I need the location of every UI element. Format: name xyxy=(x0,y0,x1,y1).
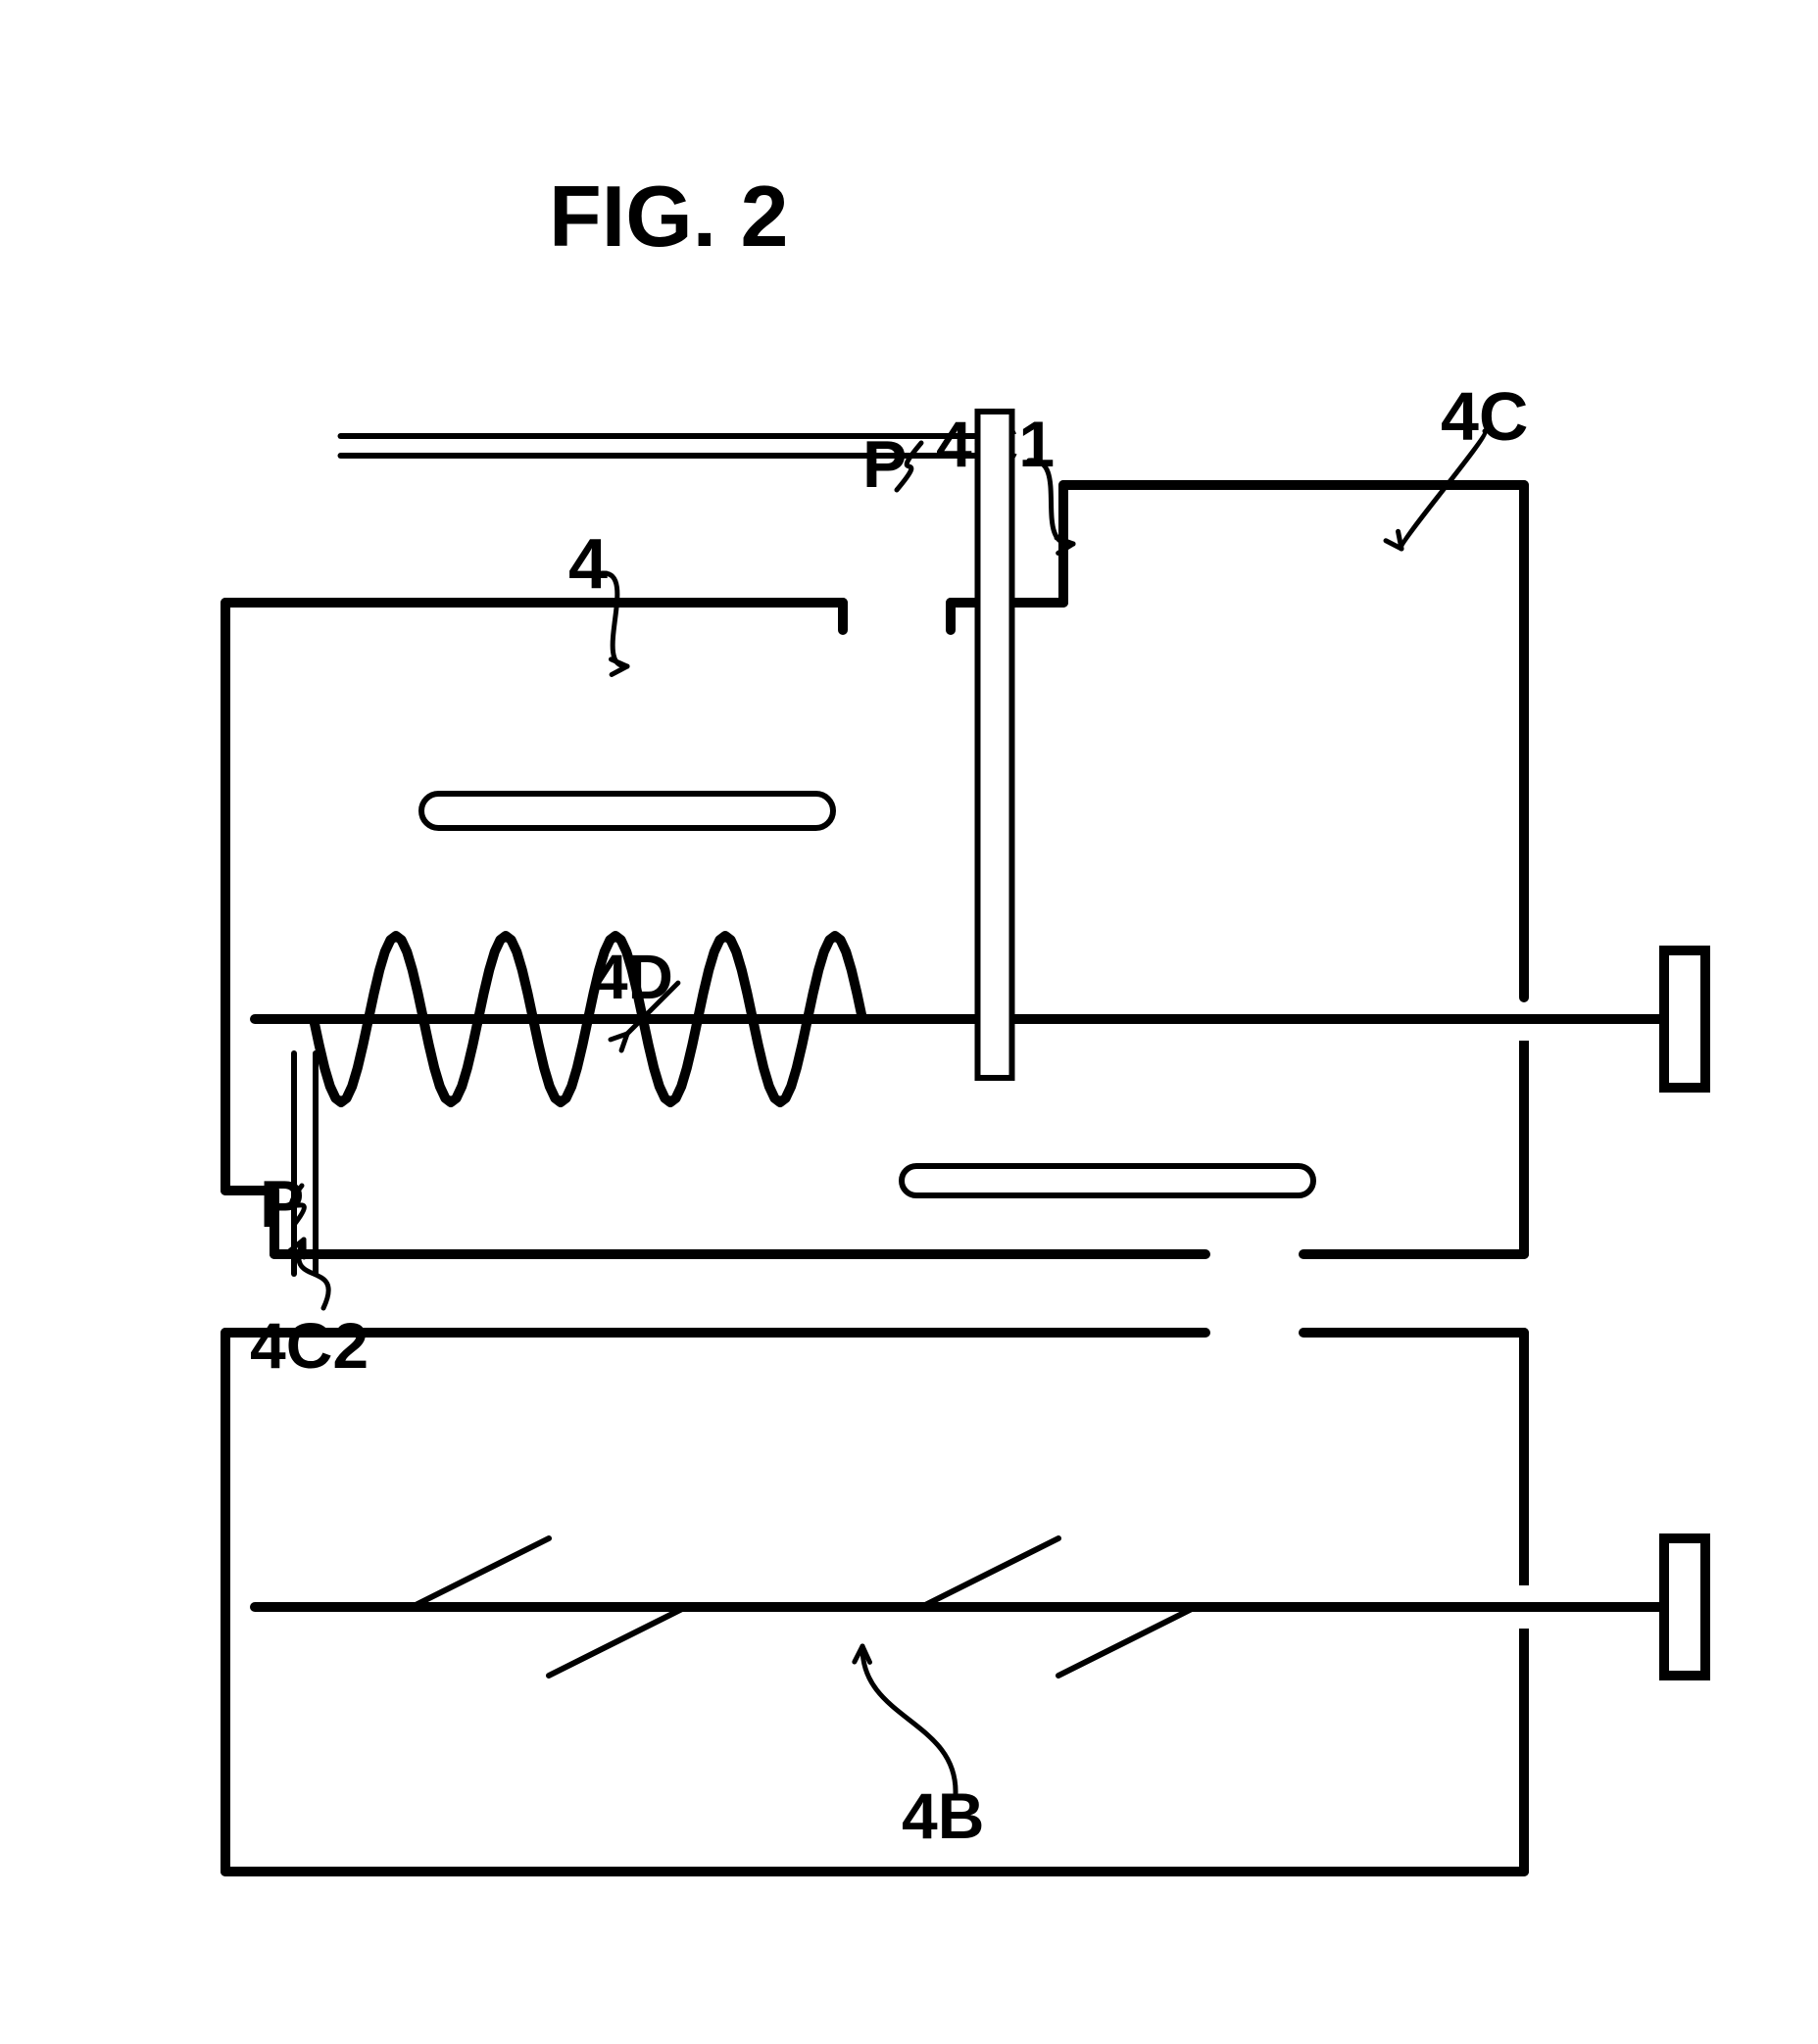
diagram-svg xyxy=(0,0,1818,2044)
